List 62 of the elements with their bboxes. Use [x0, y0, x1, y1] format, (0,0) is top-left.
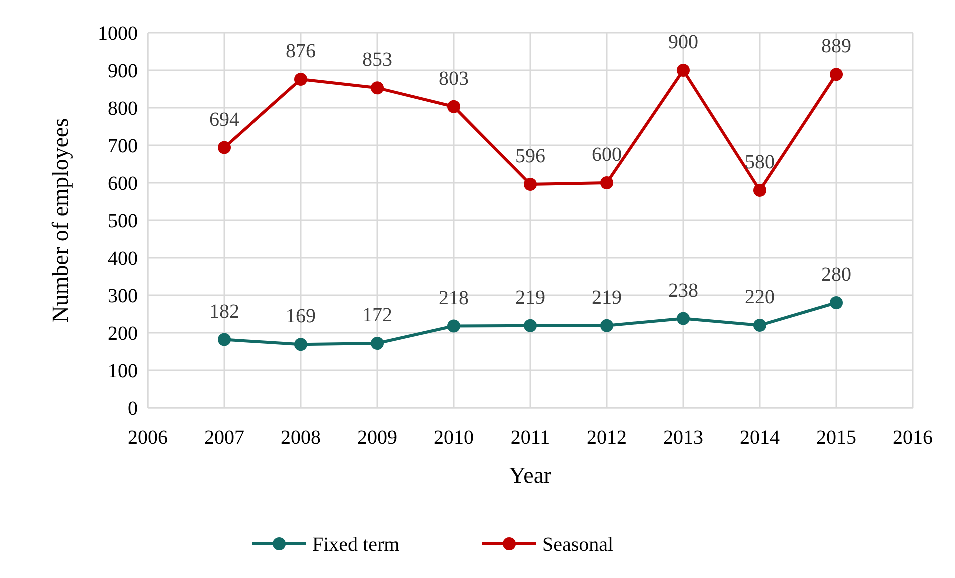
y-tick-label: 500 [108, 210, 138, 232]
x-tick-label: 2010 [434, 427, 474, 449]
data-label: 694 [210, 108, 240, 131]
data-label: 219 [516, 286, 546, 309]
data-label: 853 [362, 49, 392, 72]
y-tick-label: 700 [108, 136, 138, 158]
data-label: 182 [210, 300, 240, 323]
point [600, 176, 614, 190]
data-label: 803 [439, 68, 469, 90]
point [371, 82, 384, 95]
x-tick-label: 2006 [128, 427, 168, 449]
data-label: 580 [745, 152, 775, 174]
legend-label: Fixed term [312, 534, 400, 556]
x-tick-label: 2008 [281, 427, 321, 449]
y-tick-label: 600 [108, 173, 138, 195]
data-label: 238 [668, 280, 698, 302]
data-label: 900 [668, 32, 698, 54]
point [524, 178, 537, 191]
x-tick-label: 2009 [358, 427, 398, 449]
data-label: 172 [362, 304, 392, 326]
point [677, 64, 690, 77]
x-tick-label: 2011 [510, 427, 550, 449]
x-tick-label: 2007 [204, 427, 244, 449]
y-tick-label: 800 [108, 98, 138, 120]
data-label: 219 [592, 286, 622, 309]
data-label: 596 [516, 146, 546, 168]
point [448, 320, 460, 333]
y-axis-title: Number of employees [48, 118, 73, 323]
data-label: 218 [439, 287, 469, 310]
y-tick-label: 300 [108, 286, 138, 308]
y-tick-label: 900 [108, 60, 138, 82]
point [218, 333, 231, 346]
point [830, 68, 843, 82]
y-tick-label: 400 [108, 248, 138, 270]
data-label: 169 [286, 306, 316, 328]
data-label: 220 [745, 286, 775, 308]
x-tick-label: 2016 [893, 427, 933, 449]
point [754, 319, 766, 332]
data-label: 600 [592, 144, 622, 166]
y-tick-label: 0 [128, 398, 138, 420]
point [294, 338, 308, 352]
data-label: 876 [286, 40, 316, 62]
x-axis-title: Year [509, 463, 552, 488]
x-tick-label: 2013 [664, 427, 704, 449]
x-tick-label: 2015 [816, 427, 856, 449]
point [294, 73, 308, 86]
y-tick-label: 100 [108, 360, 138, 382]
data-label: 280 [822, 264, 852, 286]
data-label: 889 [822, 36, 852, 58]
point [600, 319, 614, 332]
y-tick-label: 200 [108, 323, 138, 345]
point [754, 184, 766, 197]
point [830, 296, 843, 310]
legend-label: Seasonal [542, 534, 614, 556]
x-tick-label: 2014 [740, 427, 780, 449]
point [448, 100, 460, 114]
y-tick-label: 1000 [98, 23, 138, 45]
point [218, 141, 231, 154]
x-tick-label: 2012 [587, 427, 627, 449]
point [524, 319, 537, 332]
point [677, 312, 690, 326]
point [371, 337, 384, 350]
